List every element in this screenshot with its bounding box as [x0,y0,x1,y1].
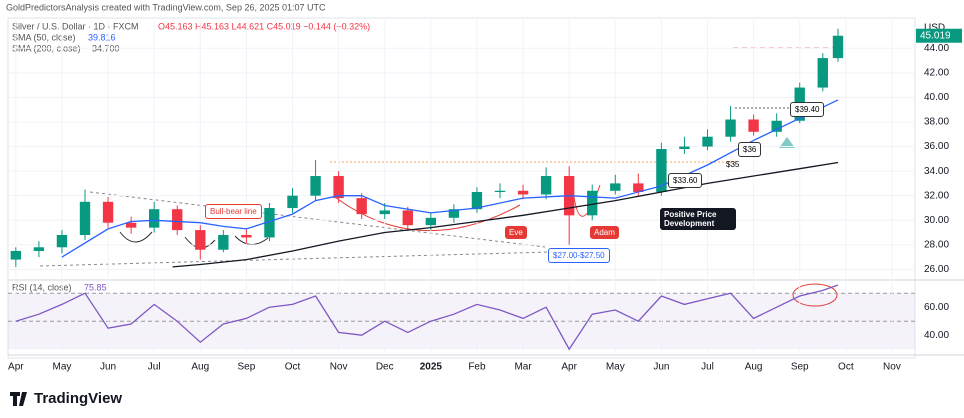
y-tick-label: 30.00 [924,215,949,226]
candle-body [610,183,621,191]
currency: USD [924,23,945,34]
y-tick-label: 32.00 [924,190,949,201]
candle-body [771,120,782,132]
x-tick-label: Aug [191,362,209,373]
candle-body [425,217,437,226]
x-tick-label: Nov [330,362,348,373]
candle-body [195,230,206,250]
y-tick-label: 34.00 [924,166,949,177]
candle-body [10,250,22,260]
candle-body [241,235,252,238]
x-tick-label: Jun [653,362,669,373]
candle-body [587,190,598,216]
x-tick-label: Oct [285,362,301,373]
x-tick-label: Jul [148,362,161,373]
candle-body [471,192,483,210]
candle-body [356,198,367,215]
annotation: Bull-bear line [205,204,262,219]
legend-sma50: SMA (50, close) [12,32,76,42]
candle-body [633,183,644,192]
candle-body [33,247,45,251]
x-tick-label: Feb [468,362,486,373]
x-tick-label: Apr [8,362,24,373]
y-tick-label: 42.00 [924,67,949,78]
rsi-tick-label: 40.00 [924,330,949,341]
x-tick-label: Sep [791,362,809,373]
annotation: $36 [738,142,762,157]
up-arrow [779,137,795,148]
x-tick-label: May [52,362,71,373]
x-tick-label: Apr [561,362,577,373]
legend-rsi-value: 75.85 [84,282,107,292]
candle-body [540,176,552,195]
symbol-title: Silver / U.S. Dollar · 1D · FXCM [12,21,139,31]
candle-body [287,195,298,208]
sma-line [172,161,839,268]
rsi-line [15,284,839,351]
legend-sma50-value: 39.816 [88,32,116,42]
candle-body [56,235,68,248]
candle-body [517,190,529,195]
x-tick-label: Oct [838,362,854,373]
candle-body [102,201,114,223]
legend-rsi: RSI (14, close) [12,282,72,292]
candle-body [725,119,736,137]
rsi-tick-label: 60.00 [924,302,949,313]
candle-body [125,222,137,228]
x-tick-label: May [606,362,625,373]
bull-bear-line [89,191,546,248]
support-line [39,251,551,267]
x-tick-label: Mar [514,362,532,373]
candle-body [448,209,460,218]
candle-body [702,136,713,147]
candle-body [333,176,344,199]
candle-body [748,119,759,132]
credit: GoldPredictorsAnalysis created with Trad… [6,2,326,12]
y-tick-label: 26.00 [924,264,949,275]
candle-body [264,207,275,238]
x-tick-label: Jun [100,362,116,373]
annotation: $35 [726,160,740,169]
x-tick-label: 2025 [420,362,443,373]
candle-body [402,210,413,226]
candle-body [832,35,844,59]
candle-body [172,209,183,231]
price-tag [916,28,962,43]
annotation: $27.00-$27.50 [548,248,610,263]
x-tick-label: Sep [237,362,255,373]
annotation: Adam [590,226,619,239]
rsi-circle [792,283,838,307]
annotation: Eve [505,226,527,239]
y-tick-label: 38.00 [924,117,949,128]
annotation: $33.60 [668,173,703,188]
brand: TradingView [34,390,122,407]
y-tick-label: 28.00 [924,239,949,250]
annotation: Positive Price Development [660,208,736,230]
eve-curve [334,196,521,232]
x-tick-label: Jul [701,362,714,373]
x-tick-label: Dec [376,362,394,373]
candle-body [310,176,321,196]
candle-body [148,209,160,228]
x-tick-label: Aug [745,362,763,373]
price-tag-label: 45.019 [920,30,951,41]
candle-body [218,235,229,250]
candle-body [494,190,506,192]
logo [10,392,27,406]
y-tick-label: 40.00 [924,92,949,103]
candle-body [656,149,667,192]
candle-body [817,58,828,88]
annotation: $39.40 [790,102,825,117]
x-tick-label: Nov [883,362,901,373]
y-tick-label: 36.00 [924,141,949,152]
rsi-band [8,293,915,350]
candle-body [679,146,690,149]
y-tick-label: 44.00 [924,43,949,54]
frame [7,17,916,359]
ohlc: O45.163 H45.163 L44.621 C45.019 −0.144 (… [158,21,370,31]
candle-body [79,201,91,235]
candle-body [379,210,390,215]
